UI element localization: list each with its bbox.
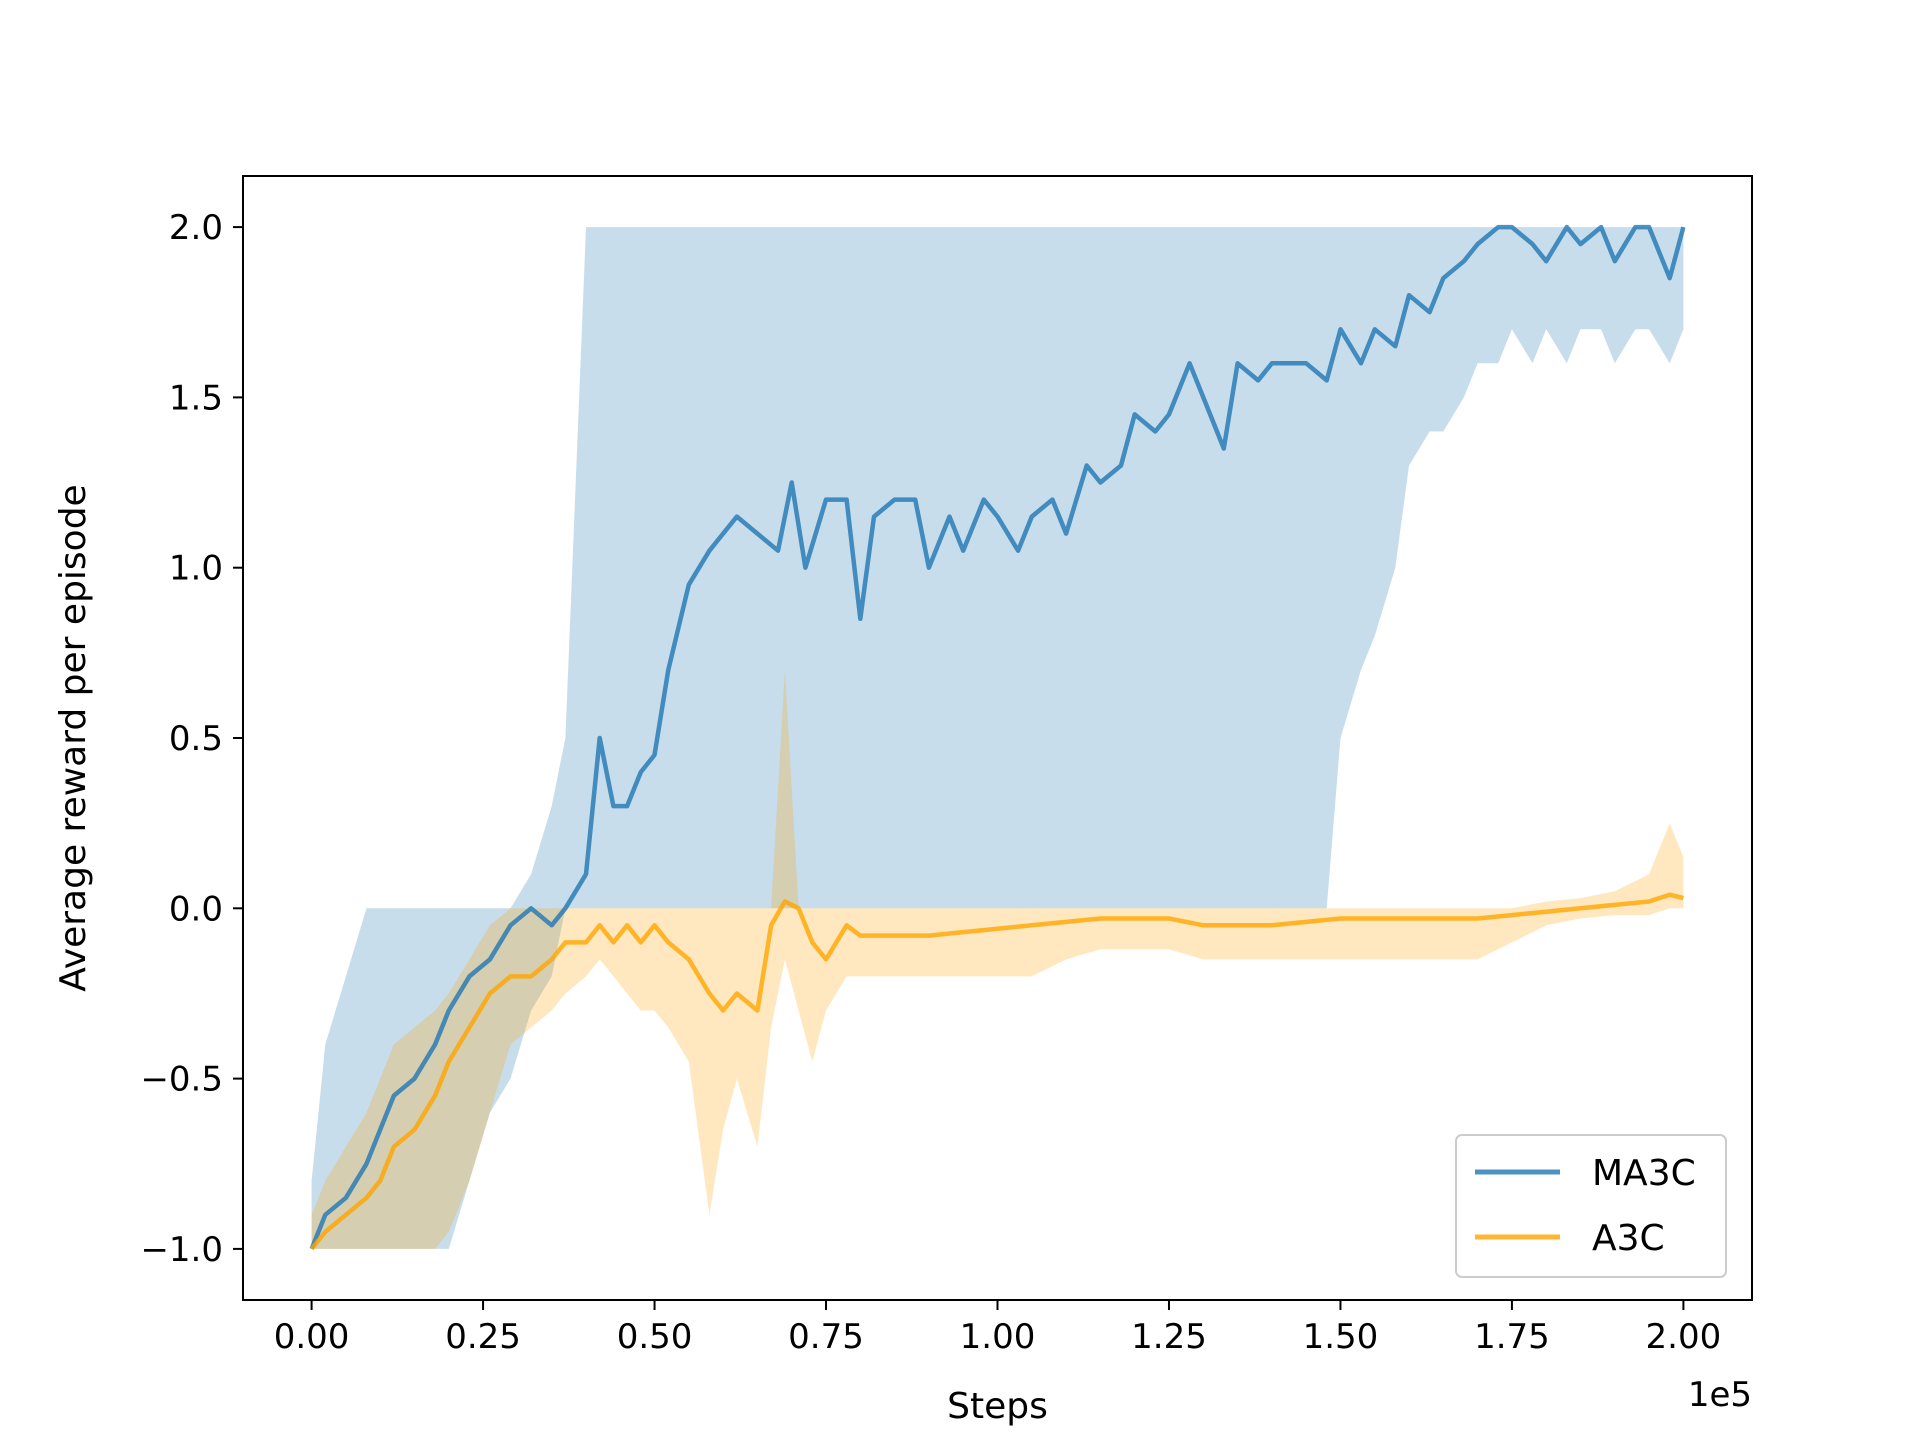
band-a3c — [311, 669, 1684, 1249]
x-tick-label: 0.75 — [788, 1317, 864, 1357]
y-tick-label: 2.0 — [169, 208, 223, 248]
legend: MA3C A3C — [1455, 1134, 1727, 1278]
band-ma3c — [311, 227, 1684, 1249]
line-a3c — [309, 892, 1684, 1251]
x-axis-label: Steps — [947, 1386, 1048, 1427]
x-axis-offset-label: 1e5 — [1688, 1375, 1752, 1415]
x-tick-label: 1.75 — [1474, 1317, 1550, 1357]
y-axis-label: Average reward per episode — [53, 484, 94, 991]
confidence-bands — [311, 227, 1684, 1249]
x-tick-label: 2.00 — [1646, 1317, 1722, 1357]
line-ma3c — [309, 224, 1686, 1250]
x-tick-label: 0.25 — [445, 1317, 521, 1357]
x-tick-label: 1.25 — [1131, 1317, 1207, 1357]
y-tick-label: −1.0 — [140, 1230, 223, 1270]
y-tick-label: 0.0 — [169, 889, 223, 929]
y-axis-ticks: −1.0 −0.5 0.0 0.5 1.0 1.5 2.0 — [140, 208, 243, 1270]
y-tick-label: 1.0 — [169, 549, 223, 589]
y-tick-label: 0.5 — [169, 719, 223, 759]
y-tick-label: 1.5 — [169, 378, 223, 418]
series-lines — [309, 224, 1686, 1251]
y-tick-label: −0.5 — [140, 1060, 223, 1100]
x-tick-label: 1.00 — [960, 1317, 1036, 1357]
x-tick-label: 1.50 — [1303, 1317, 1379, 1357]
legend-label-a3c: A3C — [1592, 1218, 1665, 1259]
x-tick-label: 0.00 — [274, 1317, 350, 1357]
legend-label-ma3c: MA3C — [1592, 1153, 1696, 1194]
x-axis-ticks: 0.00 0.25 0.50 0.75 1.00 1.25 1.50 1.75 2.00 — [274, 1300, 1722, 1357]
x-tick-label: 0.50 — [617, 1317, 693, 1357]
